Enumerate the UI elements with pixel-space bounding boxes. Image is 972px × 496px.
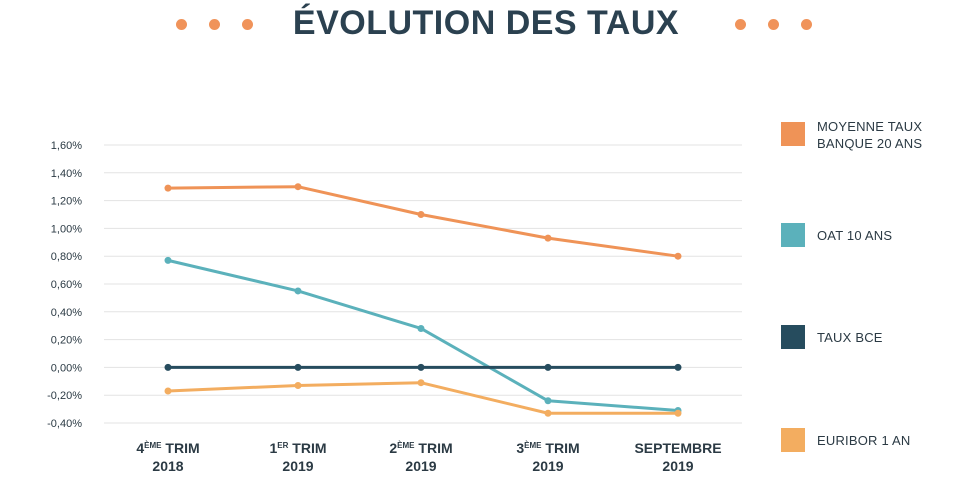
y-tick-label: -0,20%	[47, 390, 82, 402]
y-tick-label: 1,60%	[51, 140, 82, 152]
data-point	[544, 409, 552, 417]
data-point	[164, 256, 172, 264]
x-tick-label-year: 2019	[532, 458, 563, 474]
data-point	[417, 324, 425, 332]
legend-swatch	[781, 428, 805, 452]
data-point	[417, 379, 425, 387]
x-tick-label: 4ÈME TRIM	[136, 440, 199, 456]
series-line	[167, 185, 679, 258]
chart-title: ÉVOLUTION DES TAUX	[292, 4, 680, 42]
x-tick-label: 1ER TRIM	[269, 440, 326, 456]
x-tick-label: 3ÈME TRIM	[516, 440, 579, 456]
y-tick-label: 0,20%	[51, 335, 82, 347]
data-point	[294, 363, 302, 371]
x-tick-label-year: 2019	[282, 458, 313, 474]
decorative-dot	[209, 19, 220, 30]
decorative-dots-left	[176, 19, 256, 31]
legend-swatch	[781, 223, 805, 247]
decorative-dots-right	[735, 19, 815, 31]
y-tick-label: 0,40%	[51, 307, 82, 319]
y-tick-label: 0,80%	[51, 251, 82, 263]
data-point	[164, 387, 172, 395]
legend-swatch	[781, 325, 805, 349]
x-tick-label: SEPTEMBRE	[634, 440, 721, 456]
data-point	[544, 363, 552, 371]
legend-label: EURIBOR 1 AN	[817, 433, 911, 448]
data-point	[417, 363, 425, 371]
data-point	[294, 183, 302, 191]
data-point	[294, 287, 302, 295]
y-tick-label: 0,00%	[51, 362, 82, 374]
legend-label: MOYENNE TAUX BANQUE 20 ANS	[817, 119, 923, 151]
data-point	[164, 363, 172, 371]
data-point	[674, 252, 682, 260]
decorative-dot	[735, 19, 746, 30]
data-point	[544, 234, 552, 242]
legend-label: OAT 10 ANS	[817, 228, 893, 243]
legend-label: TAUX BCE	[817, 330, 883, 345]
data-point	[674, 409, 682, 417]
data-point	[674, 363, 682, 371]
decorative-dot	[176, 19, 187, 30]
x-tick-label-year: 2019	[662, 458, 693, 474]
y-tick-label: 1,40%	[51, 168, 82, 180]
data-point	[164, 184, 172, 192]
data-point	[417, 211, 425, 218]
x-tick-label-year: 2019	[405, 458, 436, 474]
y-tick-label: 1,20%	[51, 196, 82, 208]
legend-swatch	[781, 122, 805, 146]
data-point	[544, 397, 552, 405]
series-line	[167, 381, 678, 415]
decorative-dot	[768, 19, 779, 30]
data-point	[294, 381, 302, 389]
x-tick-label-year: 2018	[152, 458, 183, 474]
decorative-dot	[801, 19, 812, 30]
decorative-dot	[242, 19, 253, 30]
y-tick-label: -0,40%	[47, 418, 82, 430]
x-tick-label: 2ÈME TRIM	[389, 440, 452, 456]
y-tick-label: 0,60%	[51, 279, 82, 291]
y-tick-label: 1,00%	[51, 223, 82, 235]
